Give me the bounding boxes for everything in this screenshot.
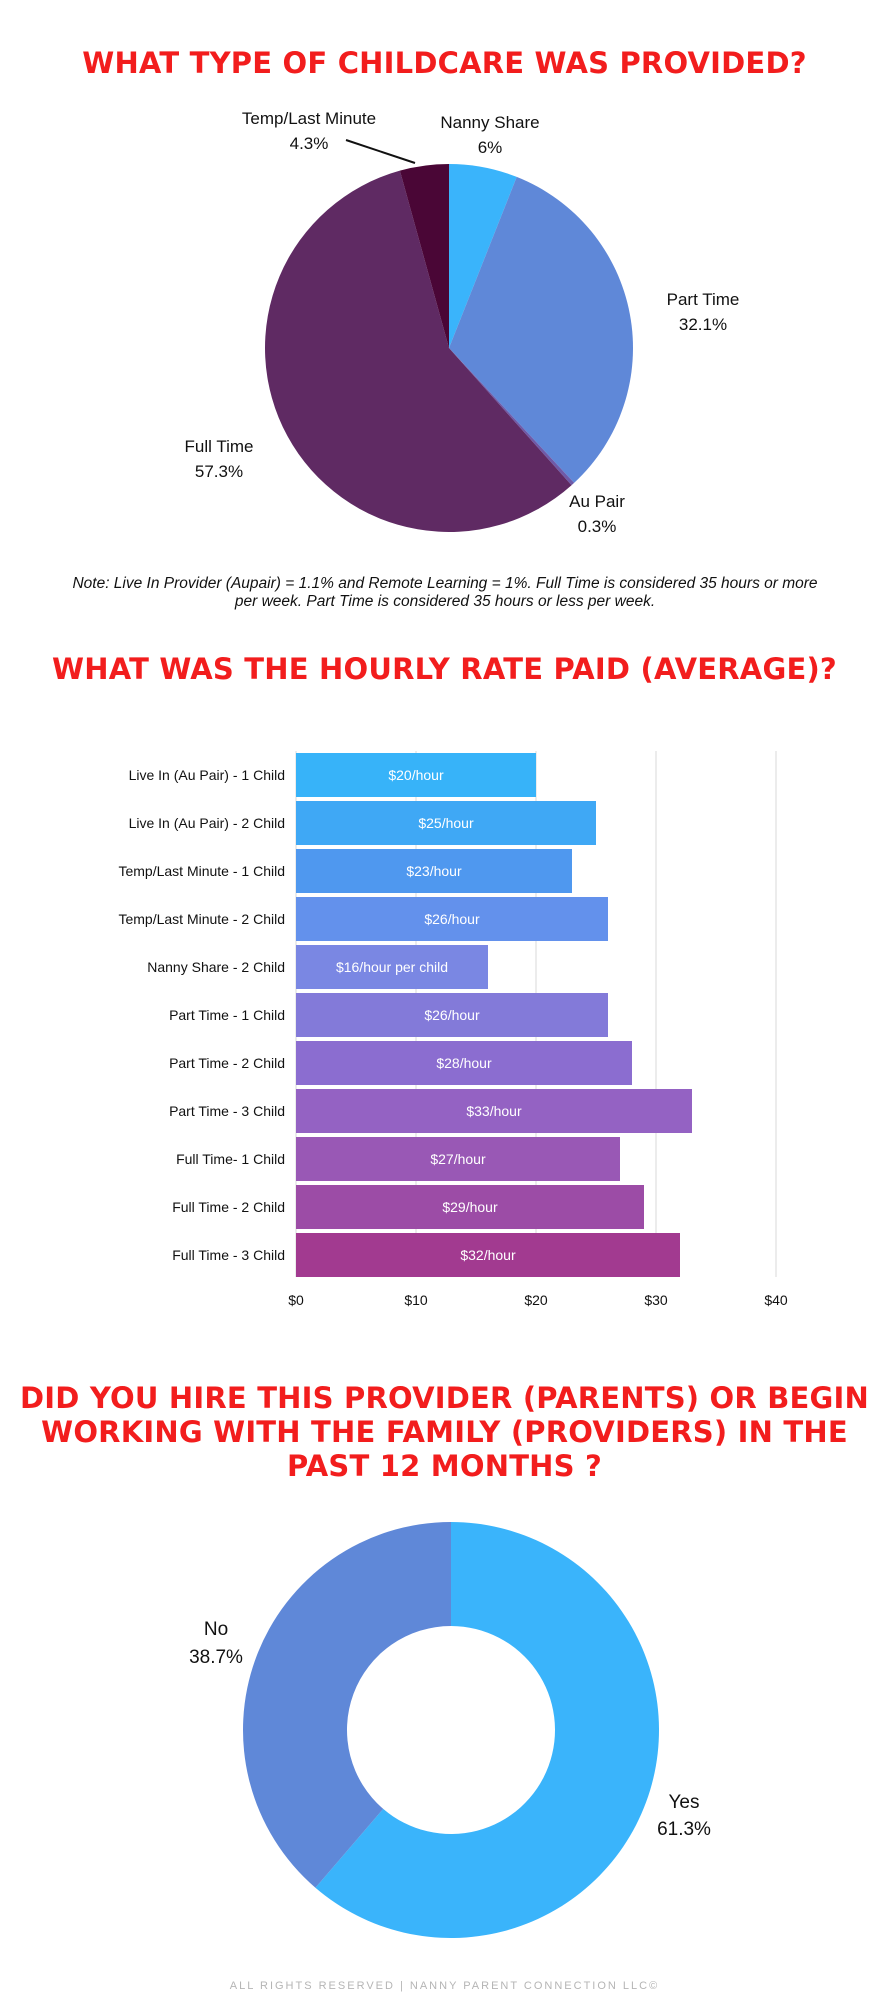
category-label: Part Time - 2 Child — [169, 1055, 285, 1071]
category-label: Full Time- 1 Child — [176, 1151, 285, 1167]
bar-value-label: $26/hour — [424, 911, 480, 927]
bar-part-time-2-child — [296, 1041, 632, 1085]
donut-slice-no — [243, 1522, 451, 1888]
bar-value-label: $32/hour — [460, 1247, 516, 1263]
x-tick-label: $10 — [404, 1292, 428, 1308]
pie-slice-nanny-share — [449, 164, 517, 348]
pie-value-full-time: 57.3% — [195, 462, 243, 481]
pie-slice-temp-last-minute — [399, 164, 449, 348]
bar-value-label: $29/hour — [442, 1199, 498, 1215]
bar-full-time-2-child — [296, 1185, 644, 1229]
hired-past-12-months-donut-chart: Yes 61.3% No 38.7% — [189, 1522, 711, 1938]
bar-full-time-1-child — [296, 1137, 620, 1181]
category-label: Temp/Last Minute - 1 Child — [118, 863, 285, 879]
pie-value-temp-last-minute: 4.3% — [290, 134, 329, 153]
bar-nanny-share-2-child — [296, 945, 488, 989]
pie-chart-title: WHAT TYPE OF CHILDCARE WAS PROVIDED? — [82, 46, 807, 80]
bar-part-time-1-child — [296, 993, 608, 1037]
pie-value-part-time: 32.1% — [679, 315, 727, 334]
donut-value-no: 38.7% — [189, 1647, 243, 1668]
pie-value-nanny-share: 6% — [478, 138, 503, 157]
x-tick-label: $0 — [288, 1292, 304, 1308]
childcare-note: Note: Live In Provider (Aupair) = 1.1% a… — [72, 575, 818, 610]
copyright-footer: ALL RIGHTS RESERVED | NANNY PARENT CONNE… — [229, 1980, 660, 1992]
bar-full-time-3-child — [296, 1233, 680, 1277]
donut-chart-title: DID YOU HIRE THIS PROVIDER (PARENTS) OR … — [20, 1381, 869, 1483]
pie-slice-au-pair — [449, 348, 575, 486]
category-label: Full Time - 3 Child — [172, 1247, 285, 1263]
bar-value-label: $20/hour — [388, 767, 444, 783]
hourly-rate-bar-chart: Live In (Au Pair) - 1 Child Live In (Au P… — [118, 751, 788, 1308]
donut-value-yes: 61.3% — [657, 1819, 711, 1840]
pie-label-au-pair: Au Pair — [569, 492, 625, 511]
bar-chart-title: WHAT WAS THE HOURLY RATE PAID (AVERAGE)? — [52, 652, 837, 686]
pie-label-temp-last-minute: Temp/Last Minute — [242, 109, 376, 128]
bar-temp-last-minute-2-child — [296, 897, 608, 941]
bar-value-label: $28/hour — [436, 1055, 492, 1071]
childcare-type-pie-chart: Nanny Share 6% Part Time 32.1% Au Pair 0… — [185, 109, 740, 536]
bar-part-time-3-child — [296, 1089, 692, 1133]
category-label: Full Time - 2 Child — [172, 1199, 285, 1215]
category-label: Temp/Last Minute - 2 Child — [118, 911, 285, 927]
pie-slice-part-time — [449, 176, 634, 483]
bar-value-label: $23/hour — [406, 863, 462, 879]
pie-label-full-time: Full Time — [185, 437, 254, 456]
donut-label-yes: Yes — [669, 1792, 700, 1813]
bar-value-label: $33/hour — [466, 1103, 522, 1119]
category-label: Part Time - 1 Child — [169, 1007, 285, 1023]
category-label: Nanny Share - 2 Child — [147, 959, 285, 975]
x-tick-label: $20 — [524, 1292, 548, 1308]
pie-label-nanny-share: Nanny Share — [440, 113, 539, 132]
bar-live-in-au-pair-2-child — [296, 801, 596, 845]
bar-value-label: $16/hour per child — [336, 959, 448, 975]
x-tick-label: $40 — [764, 1292, 788, 1308]
pie-label-part-time: Part Time — [667, 290, 740, 309]
pie-slice-full-time — [265, 170, 572, 532]
category-label: Part Time - 3 Child — [169, 1103, 285, 1119]
category-label: Live In (Au Pair) - 2 Child — [129, 815, 285, 831]
pie-value-au-pair: 0.3% — [578, 517, 617, 536]
bar-value-label: $26/hour — [424, 1007, 480, 1023]
donut-label-no: No — [204, 1619, 228, 1640]
bar-temp-last-minute-1-child — [296, 849, 572, 893]
bar-live-in-au-pair-1-child — [296, 753, 536, 797]
category-label: Live In (Au Pair) - 1 Child — [129, 767, 285, 783]
bar-value-label: $25/hour — [418, 815, 474, 831]
bar-value-label: $27/hour — [430, 1151, 486, 1167]
donut-slice-yes — [315, 1522, 659, 1938]
temp-slice-leader-line — [345, 139, 416, 164]
x-tick-label: $30 — [644, 1292, 668, 1308]
